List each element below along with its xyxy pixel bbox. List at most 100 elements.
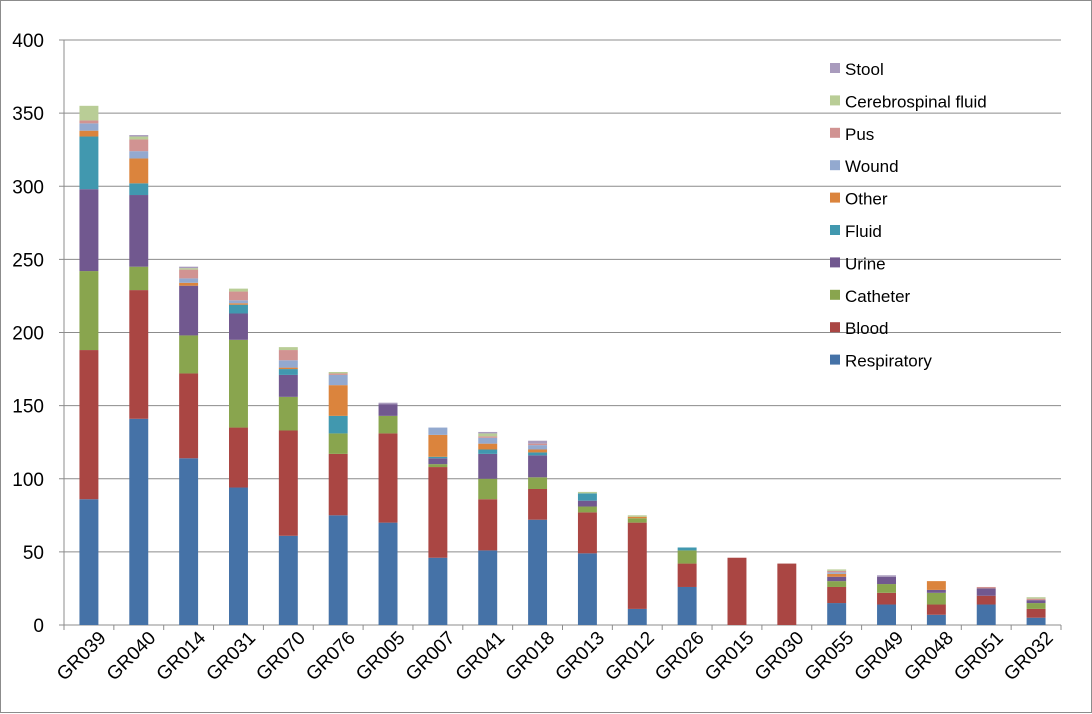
- bar-segment-gr018-blood: [528, 488, 548, 520]
- x-tick-label: GR055: [801, 628, 858, 685]
- bar-segment-gr005-catheter: [378, 415, 398, 434]
- bar-segment-gr018-respiratory: [528, 519, 548, 625]
- bar-segment-gr039-urine: [79, 189, 99, 272]
- bar-segment-gr018-other: [528, 449, 548, 453]
- bar-segment-gr070-fluid: [278, 369, 298, 375]
- x-tick-label: GR026: [651, 628, 708, 685]
- bar-segment-gr012-other: [627, 516, 647, 519]
- bar-segment-gr039-other: [79, 130, 99, 137]
- bar-segment-gr014-catheter: [179, 335, 199, 374]
- bar-segment-gr070-urine: [278, 374, 298, 397]
- bar-segment-gr048-respiratory: [926, 614, 946, 625]
- bar-segment-gr041-pus: [478, 436, 498, 438]
- legend-swatch: [830, 354, 840, 365]
- y-tick-labels: 0 50 100 150 200 250 300 350 400: [12, 31, 44, 637]
- bar-segment-gr014-other: [179, 282, 199, 286]
- bar-segment-gr005-respiratory: [378, 522, 398, 625]
- bar-segment-gr049-stool: [877, 575, 896, 577]
- legend-swatch: [830, 63, 840, 73]
- bar-segment-gr031-wound: [229, 300, 248, 304]
- bar-segment-gr014-urine: [179, 285, 199, 336]
- bar-segment-gr041-catheter: [478, 478, 498, 500]
- legend-label: Pus: [845, 125, 874, 144]
- bar-segment-gr039-fluid: [79, 136, 99, 190]
- y-tick-label: 200: [12, 324, 44, 345]
- bar-segment-gr031-other: [229, 303, 248, 305]
- bar-segment-gr048-catheter: [926, 592, 946, 605]
- bar-segment-gr012-respiratory: [627, 608, 647, 625]
- bar-segment-gr048-blood: [926, 604, 946, 615]
- bar-segment-gr076-catheter: [328, 433, 348, 454]
- bar-segment-gr076-respiratory: [328, 515, 348, 625]
- bar-segment-gr055-wound: [827, 572, 847, 574]
- bar-segment-gr014-stool: [179, 266, 199, 269]
- bar-segment-gr039-blood: [79, 350, 99, 500]
- bar-segment-gr005-blood: [378, 433, 398, 523]
- bar-segment-gr041-cerebrospinal-fluid: [478, 433, 498, 437]
- bar-segment-gr055-blood: [827, 586, 847, 604]
- x-tick-label: GR013: [552, 628, 609, 685]
- bar-segment-gr013-urine: [577, 500, 597, 507]
- gridlines: [64, 39, 1061, 553]
- bar-segment-gr076-cerebrospinal-fluid: [328, 371, 348, 374]
- bar-segment-gr018-fluid: [528, 452, 548, 456]
- bar-segment-gr013-blood: [577, 512, 597, 554]
- bar-segment-gr031-cerebrospinal-fluid: [229, 288, 248, 292]
- bar-segment-gr070-wound: [278, 360, 298, 368]
- bar-segment-gr018-catheter: [528, 477, 548, 489]
- bar-segment-gr076-fluid: [328, 415, 348, 434]
- bar-segment-gr018-wound: [528, 445, 548, 450]
- bar-segment-gr007-wound: [428, 427, 448, 435]
- x-tick-label: GR048: [900, 628, 957, 685]
- bar-segment-gr039-wound: [79, 123, 99, 131]
- legend-swatch: [830, 160, 840, 171]
- bar-segment-gr041-wound: [478, 437, 498, 444]
- bar-segment-gr051-urine: [976, 588, 996, 596]
- bar-segment-gr055-catheter: [827, 581, 847, 587]
- y-tick-label: 0: [33, 616, 44, 637]
- bar-segment-gr007-respiratory: [428, 557, 448, 625]
- x-tick-label: GR031: [203, 628, 260, 685]
- bar-segment-gr041-other: [478, 443, 498, 450]
- bar-segment-gr049-urine: [877, 576, 896, 585]
- bar-segment-gr076-wound: [328, 374, 348, 386]
- x-tick-label: GR030: [751, 628, 808, 685]
- bar-segment-gr013-catheter: [577, 506, 597, 513]
- bar-segment-gr013-fluid: [577, 493, 597, 501]
- x-tick-label: GR012: [601, 628, 658, 685]
- x-tick-label: GR015: [701, 628, 758, 685]
- bar-segment-gr040-catheter: [129, 266, 149, 291]
- bar-segment-gr014-wound: [179, 278, 199, 283]
- bar-segment-gr070-respiratory: [278, 535, 298, 625]
- bar-segment-gr040-respiratory: [129, 418, 149, 625]
- bar-segment-gr055-cerebrospinal-fluid: [827, 569, 847, 571]
- bar-segment-gr012-cerebrospinal-fluid: [627, 515, 647, 517]
- legend-label: Fluid: [845, 222, 882, 241]
- bar-segment-gr039-catheter: [79, 271, 99, 351]
- bar-segment-gr031-respiratory: [229, 487, 248, 625]
- bar-segment-gr055-respiratory: [827, 603, 847, 625]
- bar-segment-gr055-pus: [827, 570, 847, 573]
- bar-segment-gr041-blood: [478, 499, 498, 551]
- legend-swatch: [830, 192, 840, 203]
- x-tick-label: GR007: [402, 628, 459, 685]
- bar-segment-gr040-pus: [129, 139, 149, 152]
- bar-segment-gr014-blood: [179, 373, 199, 459]
- bar-segment-gr032-respiratory: [1026, 617, 1046, 625]
- y-tick-label: 250: [12, 250, 44, 271]
- bar-segment-gr040-cerebrospinal-fluid: [129, 136, 149, 140]
- bar-segment-gr055-urine: [827, 576, 847, 582]
- bar-segment-gr051-pus: [976, 586, 996, 589]
- x-tick-label: GR040: [103, 628, 160, 685]
- bar-segment-gr014-cerebrospinal-fluid: [179, 268, 199, 270]
- bar-segment-gr005-urine: [378, 404, 398, 416]
- bar-segment-gr030-blood: [777, 563, 797, 625]
- bar-segment-gr040-fluid: [129, 183, 149, 196]
- bar-segment-gr070-blood: [278, 430, 298, 536]
- bar-segment-gr026-respiratory: [677, 586, 697, 625]
- bar-segment-gr031-catheter: [229, 339, 248, 428]
- bar-segment-gr018-pus: [528, 443, 548, 446]
- bar-segment-gr041-fluid: [478, 449, 498, 454]
